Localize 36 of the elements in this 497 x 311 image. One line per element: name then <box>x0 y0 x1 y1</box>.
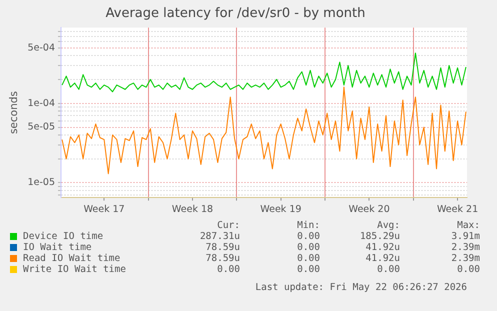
y-tick-label: 1e-05 <box>28 177 56 188</box>
text: 0.00 <box>216 264 240 275</box>
text: Cur: <box>216 220 240 231</box>
x-tick-label: Week 21 <box>436 204 478 215</box>
y-tick-label: 5e-04 <box>28 42 56 54</box>
text: 2.39m <box>450 242 480 253</box>
y-tick-label: 5e-05 <box>28 122 56 133</box>
text: 41.92u <box>364 242 400 253</box>
legend-label: Read IO Wait time <box>22 253 122 264</box>
text: 0.00 <box>296 253 320 264</box>
chart-title: Average latency for /dev/sr0 - by month <box>106 6 366 22</box>
text: 287.31u <box>198 231 240 242</box>
text: 185.29u <box>358 231 400 242</box>
y-tick-label: 1e-04 <box>28 98 56 109</box>
x-tick-label: Week 17 <box>84 204 125 215</box>
legend-label: IO Wait time <box>22 242 93 253</box>
text: 0.00 <box>296 231 320 242</box>
text: 0.00 <box>296 242 320 253</box>
text: 78.59u <box>204 253 240 264</box>
text: 78.59u <box>204 242 240 253</box>
text: 0.00 <box>376 264 400 275</box>
legend-label: Device IO time <box>22 231 104 242</box>
x-tick-label: Week 19 <box>260 204 302 215</box>
legend-label: Write IO Wait time <box>22 264 127 275</box>
x-tick-label: Week 18 <box>172 204 214 215</box>
text: 0.00 <box>456 264 480 275</box>
text: 41.92u <box>364 253 400 264</box>
text: 2.39m <box>450 253 480 264</box>
text: 0.00 <box>296 264 320 275</box>
y-axis-title: seconds <box>8 91 20 134</box>
text: Min: <box>296 220 320 231</box>
text: Max: <box>456 220 480 231</box>
x-tick-label: Week 20 <box>348 204 390 215</box>
text: 3.91m <box>450 231 480 242</box>
text: Last update: Fri May 22 06:26:27 2026 <box>255 282 467 293</box>
text: Avg: <box>376 220 400 231</box>
